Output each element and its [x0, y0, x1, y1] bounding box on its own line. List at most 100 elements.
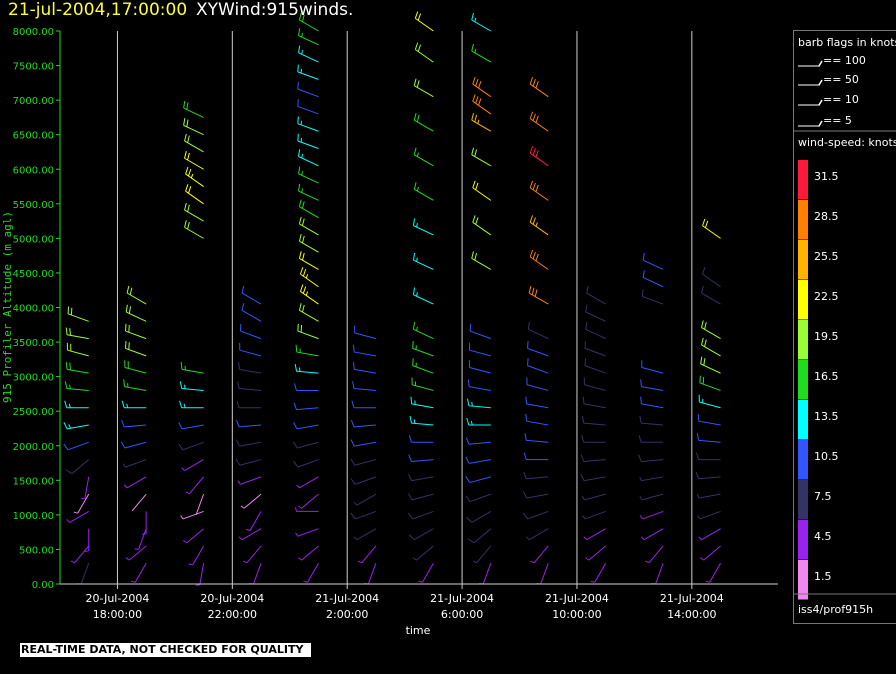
barb-flag [416, 326, 418, 331]
barb-flag [128, 306, 132, 314]
barb-shaft [361, 545, 377, 564]
barb-flag [697, 413, 700, 422]
barb-flag [180, 362, 183, 370]
barb-shaft [472, 221, 492, 236]
barb-shaft [297, 71, 319, 80]
wind-barb [184, 202, 204, 222]
barb-flag [413, 78, 417, 86]
barb-shaft [472, 83, 492, 98]
wind-barb [298, 216, 319, 236]
colorbar-swatch [798, 400, 808, 440]
barb-flag [183, 540, 188, 544]
barb-shaft [411, 422, 434, 426]
wind-barb [70, 545, 90, 564]
barb-flag [639, 415, 642, 424]
barb-flag [412, 341, 414, 349]
barb-shaft [526, 403, 549, 409]
barb-flag [471, 12, 475, 21]
barb-flag [532, 113, 536, 121]
barb-flag [237, 381, 240, 389]
wind-barb [590, 563, 607, 583]
wind-barb [651, 563, 664, 585]
barb-shaft [246, 545, 262, 564]
barb-flag [357, 560, 362, 564]
wind-barb [185, 476, 204, 495]
barb-flag [300, 324, 303, 333]
wind-barb [122, 459, 147, 468]
wind-barb [294, 364, 319, 374]
wind-barb [414, 11, 434, 32]
wind-barb [298, 12, 319, 32]
barb-shaft [299, 476, 319, 489]
wind-barb [522, 491, 549, 499]
barb-shaft [299, 258, 319, 270]
wind-barb [413, 147, 434, 167]
barb-flag [414, 11, 419, 19]
barb-shaft [66, 368, 89, 374]
barb-flag [413, 419, 416, 424]
barb-flag [702, 218, 706, 226]
barb-flag [298, 367, 301, 372]
barb-shaft [296, 407, 319, 411]
barb-flag [474, 17, 477, 22]
barb-shaft [301, 545, 319, 561]
barb-flag [126, 285, 130, 294]
wind-barb [696, 493, 721, 499]
barb-shaft [124, 366, 147, 374]
wind-barb [640, 396, 664, 409]
barb-shaft [411, 384, 434, 391]
wind-barb [123, 476, 147, 489]
barb-shaft [138, 528, 147, 550]
barb-flag [529, 215, 534, 223]
barb-shaft [411, 476, 434, 482]
wind-barb [467, 398, 491, 409]
colorbar-swatch [798, 200, 808, 240]
wind-barb [64, 381, 89, 391]
barb-flag [700, 356, 703, 364]
barb-shaft [533, 545, 549, 564]
barb-shaft [296, 370, 319, 374]
wind-barb [294, 507, 319, 512]
barb-flag [582, 396, 585, 404]
colorbar-swatch [798, 440, 808, 480]
barb-shaft [354, 459, 377, 466]
barb-shaft [84, 476, 90, 499]
wind-barb [121, 400, 147, 409]
barb-flag [236, 400, 240, 408]
wind-barb [414, 42, 434, 63]
barb-flag [701, 320, 704, 328]
barb-flag [408, 534, 415, 541]
barb-shaft [527, 347, 549, 357]
barb-shaft [583, 403, 606, 409]
barb-flag [704, 339, 707, 347]
wind-barb [698, 394, 721, 409]
barb-flag [84, 550, 89, 553]
barb-flag [302, 286, 307, 294]
barb-flag [474, 253, 478, 261]
barb-flag [475, 217, 479, 225]
barb-shaft [184, 140, 204, 153]
y-tick-label: 8000.00 [13, 27, 54, 38]
wind-barb [580, 454, 606, 462]
barb-flag [478, 81, 482, 89]
barb-flag [407, 493, 413, 501]
barb-flag [582, 515, 586, 520]
barb-flag [525, 413, 528, 422]
wind-barb [585, 304, 606, 322]
barb-flag [235, 439, 240, 447]
wind-barb [180, 362, 204, 374]
barb-flag [187, 204, 190, 212]
barb-flag [535, 222, 538, 227]
barb-flag [305, 274, 309, 279]
barb-flag [70, 307, 73, 316]
barb-flag [527, 358, 529, 366]
barb-legend-flag [818, 60, 823, 67]
barb-flag [241, 303, 245, 311]
barb-flag [303, 580, 308, 583]
barb-shaft [125, 330, 147, 340]
wind-barb [412, 287, 434, 305]
barb-flag [585, 557, 590, 561]
barb-shaft [301, 493, 319, 509]
barb-shaft [528, 528, 549, 541]
barb-flag [581, 435, 585, 443]
